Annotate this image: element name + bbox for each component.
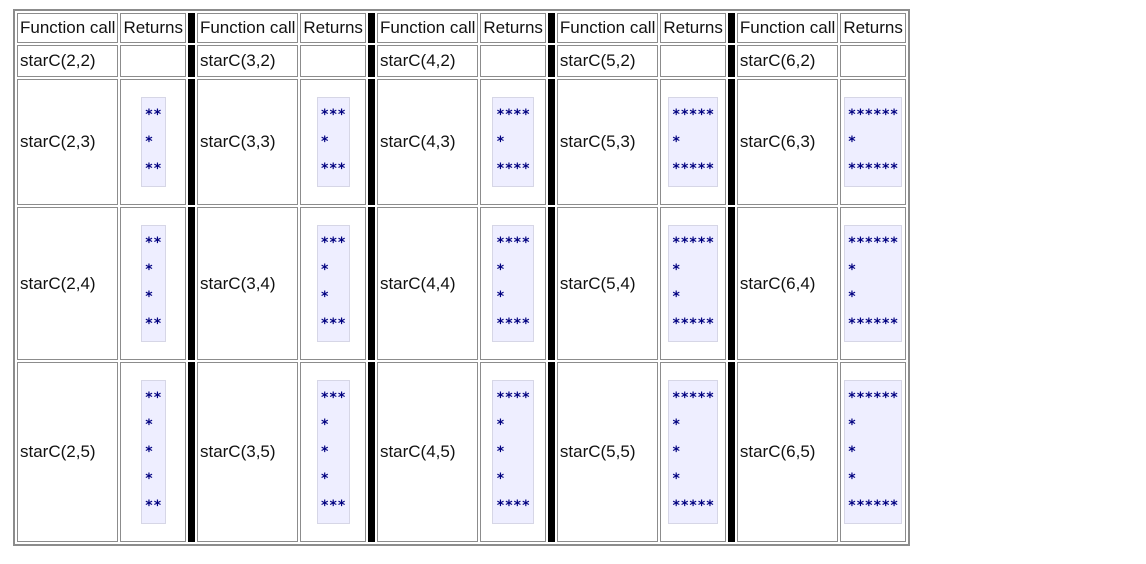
table-row: starC(2,2) starC(3,2) starC(4,2) starC(5… — [17, 45, 906, 77]
function-call-cell: starC(3,4) — [196, 207, 299, 360]
returns-cell: ** * * ** — [120, 207, 186, 360]
column-separator — [367, 13, 375, 43]
function-call-cell: starC(6,3) — [736, 79, 839, 205]
returns-cell: ****** * * * ****** — [840, 362, 906, 542]
function-call-cell: starC(5,3) — [556, 79, 659, 205]
function-call-cell: starC(3,2) — [196, 45, 299, 77]
returns-cell: ****** * * ****** — [840, 207, 906, 360]
function-call-cell: starC(6,5) — [736, 362, 839, 542]
returns-cell: *** * *** — [300, 79, 366, 205]
function-call-cell: starC(2,5) — [17, 362, 119, 542]
function-call-cell: starC(6,2) — [736, 45, 839, 77]
function-call-cell: starC(6,4) — [736, 207, 839, 360]
column-separator — [727, 13, 735, 43]
table-row: starC(2,5) ** * * * ** starC(3,5) *** * … — [17, 362, 906, 542]
returns-cell: ***** * * ***** — [660, 207, 726, 360]
returns-cell — [120, 45, 186, 77]
column-separator — [367, 207, 375, 360]
returns-cell: ***** * * * ***** — [660, 362, 726, 542]
returned-star-pattern: ****** * * * ****** — [843, 380, 903, 524]
returned-star-pattern: ***** * ***** — [668, 97, 719, 187]
returned-star-pattern: **** * **** — [492, 97, 534, 187]
column-separator — [547, 207, 555, 360]
returns-cell: **** * **** — [480, 79, 546, 205]
header-returns: Returns — [660, 13, 726, 43]
table-row: starC(2,4) ** * * ** starC(3,4) *** * * … — [17, 207, 906, 360]
column-separator — [187, 362, 195, 542]
returns-cell — [480, 45, 546, 77]
function-call-cell: starC(5,4) — [556, 207, 659, 360]
column-separator — [367, 79, 375, 205]
returns-cell — [300, 45, 366, 77]
returned-star-pattern: ****** * ****** — [843, 97, 903, 187]
column-separator — [727, 45, 735, 77]
column-separator — [547, 45, 555, 77]
header-returns: Returns — [300, 13, 366, 43]
column-separator — [727, 362, 735, 542]
function-call-cell: starC(4,5) — [376, 362, 479, 542]
returned-star-pattern: *** * * *** — [316, 225, 350, 342]
header-function-call: Function call — [196, 13, 299, 43]
returned-star-pattern: ****** * * ****** — [843, 225, 903, 342]
returns-cell: ****** * ****** — [840, 79, 906, 205]
function-call-cell: starC(2,2) — [17, 45, 119, 77]
header-function-call: Function call — [556, 13, 659, 43]
column-separator — [367, 362, 375, 542]
function-call-cell: starC(2,4) — [17, 207, 119, 360]
returned-star-pattern: *** * * * *** — [316, 380, 350, 524]
column-separator — [547, 362, 555, 542]
table-row: starC(2,3) ** * ** starC(3,3) *** * *** … — [17, 79, 906, 205]
header-returns: Returns — [840, 13, 906, 43]
returned-star-pattern: ** * * * ** — [140, 380, 166, 524]
function-call-cell: starC(3,5) — [196, 362, 299, 542]
column-separator — [187, 45, 195, 77]
header-returns: Returns — [120, 13, 186, 43]
function-call-cell: starC(3,3) — [196, 79, 299, 205]
returned-star-pattern: ***** * * ***** — [668, 225, 719, 342]
column-separator — [187, 13, 195, 43]
header-function-call: Function call — [736, 13, 839, 43]
returns-cell: **** * * **** — [480, 207, 546, 360]
function-call-cell: starC(5,5) — [556, 362, 659, 542]
returns-cell: ** * ** — [120, 79, 186, 205]
returned-star-pattern: **** * * * **** — [492, 380, 534, 524]
returns-cell: ** * * * ** — [120, 362, 186, 542]
starc-results-table: Function call Returns Function call Retu… — [13, 9, 910, 546]
function-call-cell: starC(5,2) — [556, 45, 659, 77]
column-separator — [367, 45, 375, 77]
column-separator — [547, 13, 555, 43]
returned-star-pattern: *** * *** — [316, 97, 350, 187]
returns-cell: *** * * *** — [300, 207, 366, 360]
header-row: Function call Returns Function call Retu… — [17, 13, 906, 43]
returned-star-pattern: **** * * **** — [492, 225, 534, 342]
page: Function call Returns Function call Retu… — [13, 9, 910, 546]
header-returns: Returns — [480, 13, 546, 43]
header-function-call: Function call — [376, 13, 479, 43]
header-function-call: Function call — [17, 13, 119, 43]
returned-star-pattern: ***** * * * ***** — [668, 380, 719, 524]
function-call-cell: starC(4,3) — [376, 79, 479, 205]
function-call-cell: starC(4,4) — [376, 207, 479, 360]
returns-cell: ***** * ***** — [660, 79, 726, 205]
returns-cell: *** * * * *** — [300, 362, 366, 542]
returned-star-pattern: ** * ** — [140, 97, 166, 187]
returns-cell — [840, 45, 906, 77]
column-separator — [547, 79, 555, 205]
column-separator — [187, 79, 195, 205]
column-separator — [727, 79, 735, 205]
function-call-cell: starC(2,3) — [17, 79, 119, 205]
returns-cell: **** * * * **** — [480, 362, 546, 542]
column-separator — [727, 207, 735, 360]
column-separator — [187, 207, 195, 360]
function-call-cell: starC(4,2) — [376, 45, 479, 77]
returns-cell — [660, 45, 726, 77]
returned-star-pattern: ** * * ** — [140, 225, 166, 342]
